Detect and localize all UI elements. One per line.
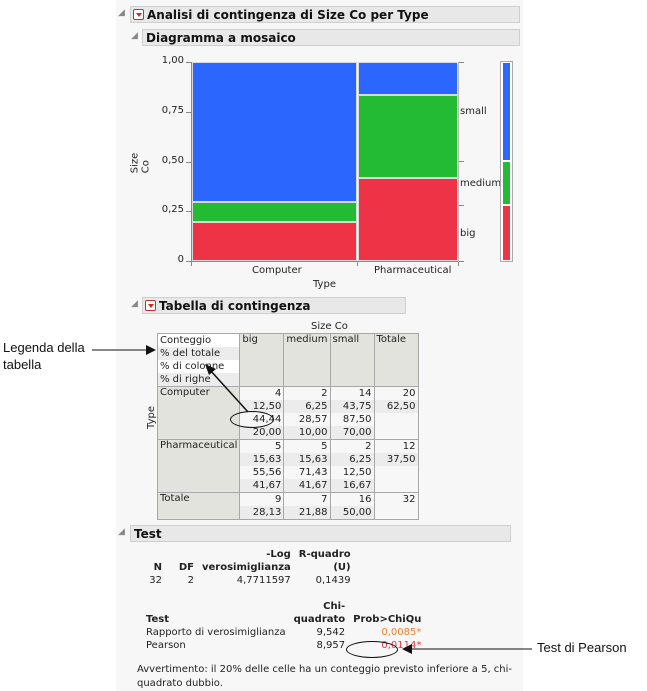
test-header[interactable]: Test [130,525,511,542]
table-cell: 2 6,25 28,57 10,00 [283,386,331,440]
y-tick-label: 0,50 [161,155,184,166]
table-cell: 32 [373,492,419,520]
mosaic-title: Diagramma a mosaico [146,31,296,45]
p-value: 0,0085* [381,627,422,638]
y-tick-label: 1,00 [161,55,184,66]
column-variable-label: Size Co [311,321,348,332]
table-row: Computer 4 12,50 44,44 20,00 2 6,25 28,57 10,0… [156,386,419,440]
test-row: Pearson 8,957 0,0114* [142,639,425,652]
report-title: Analisi di contingenza di Size Co per Ty… [147,8,429,22]
y-tick [186,162,191,163]
x-category-label: Pharmaceutical [374,265,452,276]
right-tick [459,62,464,63]
level-label-big: big [460,228,476,239]
contingency-header[interactable]: Tabella di contingenza [142,297,406,314]
table-cell: 20 62,50 [373,386,419,440]
arrow-right-icon [92,345,156,355]
table-cell: 14 43,75 87,50 70,00 [329,386,375,440]
legend-swatch-medium [503,162,510,204]
column-header: big [239,333,285,387]
disclosure-triangle-icon[interactable]: ◢ [118,8,125,18]
arrow-icon [205,364,249,413]
y-axis [191,62,192,262]
x-tick [191,261,192,266]
table-cell: 5 15,63 55,56 41,67 [239,439,285,493]
report-header[interactable]: Analisi di contingenza di Size Co per Ty… [130,6,520,23]
y-tick [186,112,191,113]
table-cell: 9 28,13 [239,492,285,520]
right-tick [459,205,464,206]
mosaic-cell-pharma-small[interactable] [358,62,458,95]
column-header: medium [283,333,331,387]
row-label: Computer [156,386,241,440]
mosaic-header[interactable]: Diagramma a mosaico [142,29,520,46]
level-label-medium: medium [460,178,502,189]
legend-swatch-small [503,63,510,160]
legend-item: % di righe [158,373,240,386]
test-title: Test [134,527,162,541]
red-triangle-menu-icon[interactable] [133,9,144,20]
mosaic-cell-computer-medium[interactable] [192,202,357,222]
disclosure-triangle-icon[interactable]: ◢ [131,31,138,41]
table-cell: 5 15,63 71,43 41,67 [283,439,331,493]
legend-item: % di colonne [158,360,240,373]
mosaic-cell-pharma-big[interactable] [358,178,458,261]
legend-annotation-line1: Legenda della [3,340,85,355]
row-label: Totale [156,492,241,520]
highlight-ellipse [346,641,398,658]
summary-table: -Log R-quadro N DF verosimiglianza (U) 3… [149,549,351,586]
table-cell: 12 37,50 [373,439,419,493]
mosaic-cell-computer-big[interactable] [192,222,357,261]
y-tick [186,261,191,262]
chi-square-table: Chi- Test quadrato Prob>ChiQu Rapporto d… [142,600,425,652]
table-legend: Conteggio % del totale % di colonne % di… [156,333,241,387]
y-tick [186,211,191,212]
arrow-left-icon [402,644,532,654]
y-axis-label: Size Co [129,152,152,174]
disclosure-triangle-icon[interactable]: ◢ [131,299,138,309]
column-header: small [329,333,375,387]
y-tick-label: 0 [177,254,184,265]
table-cell: 2 6,25 12,50 16,67 [329,439,375,493]
x-tick [458,261,459,266]
table-row: Totale 9 28,13 7 21,88 16 50,00 32 [156,492,419,520]
legend-annotation-line2: tabella [3,357,42,372]
right-tick [459,161,464,162]
level-label-small: small [460,106,487,117]
x-axis-label: Type [313,279,336,290]
warning-text: Avvertimento: il 20% delle celle ha un c… [137,664,513,689]
test-row: Rapporto di verosimiglianza 9,542 0,0085… [142,626,425,639]
table-cell: 7 21,88 [283,492,331,520]
highlight-ellipse [230,411,274,428]
p-value: 0,0114* [381,640,422,651]
contingency-title: Tabella di contingenza [159,299,311,313]
disclosure-triangle-icon[interactable]: ◢ [118,527,125,537]
row-label: Pharmaceutical [156,439,241,493]
y-tick-label: 0,75 [161,105,184,116]
right-tick [459,261,464,262]
legend-swatch-big [503,206,510,260]
mosaic-cell-computer-small[interactable] [192,62,357,202]
legend-item: % del totale [158,347,240,360]
table-cell: 16 50,00 [329,492,375,520]
contingency-table: Conteggio % del totale % di colonne % di… [156,333,419,520]
x-category-label: Computer [252,265,302,276]
mosaic-cell-pharma-medium[interactable] [358,95,458,178]
row-variable-label: Type [145,406,157,429]
red-triangle-menu-icon[interactable] [145,300,156,311]
x-tick [357,261,358,266]
x-axis [191,261,459,262]
y-tick [186,62,191,63]
table-row: Pharmaceutical 5 15,63 55,56 41,67 5 15,63 71… [156,439,419,493]
column-header: Totale [373,333,419,387]
legend-item: Conteggio [158,334,240,347]
pearson-annotation: Test di Pearson [537,640,627,655]
y-tick-label: 0,25 [161,204,184,215]
right-axis [458,62,459,262]
